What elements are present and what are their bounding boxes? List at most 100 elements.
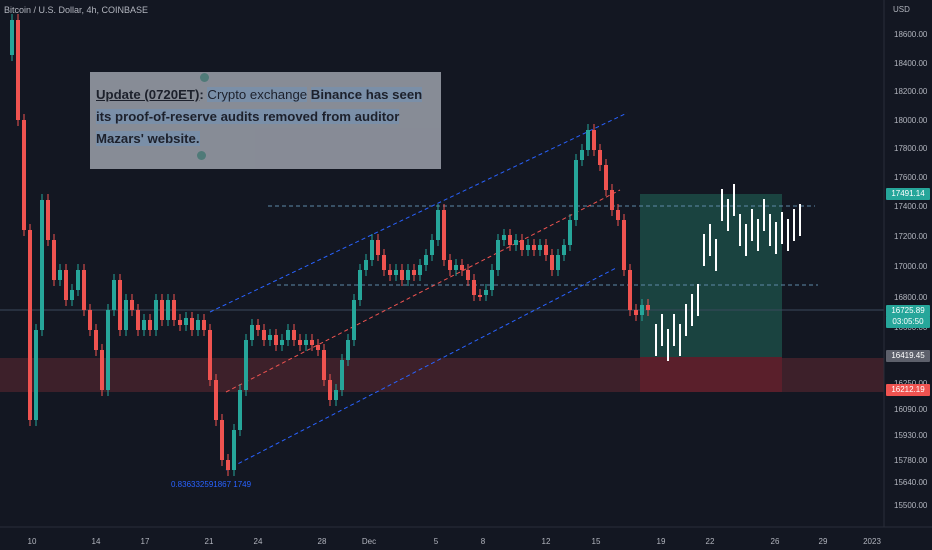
candle-body bbox=[598, 150, 602, 165]
candle-body bbox=[502, 235, 506, 240]
candle-body bbox=[52, 240, 56, 280]
candle-body bbox=[112, 280, 116, 310]
candle-body bbox=[244, 340, 248, 390]
candle-body bbox=[250, 325, 254, 340]
candle-body bbox=[484, 290, 488, 295]
candle-body bbox=[460, 265, 464, 270]
candle-body bbox=[532, 245, 536, 250]
price-axis-label: 18200.00 bbox=[894, 87, 928, 96]
candle-body bbox=[10, 20, 14, 55]
price-axis-label: 16250.00 bbox=[894, 379, 927, 388]
candle-body bbox=[640, 305, 644, 315]
candle-body bbox=[202, 320, 206, 330]
time-axis-label: 22 bbox=[705, 537, 715, 546]
candle-body bbox=[622, 220, 626, 270]
time-axis-label: 29 bbox=[818, 537, 828, 546]
price-axis-label: 17600.00 bbox=[894, 173, 928, 182]
candle-body bbox=[454, 265, 458, 270]
candle-body bbox=[310, 340, 314, 345]
candle-body bbox=[628, 270, 632, 310]
time-axis-label: 24 bbox=[253, 537, 263, 546]
candle-body bbox=[346, 340, 350, 360]
candle-body bbox=[166, 300, 170, 320]
candle-body bbox=[334, 390, 338, 400]
candle-body bbox=[304, 340, 308, 345]
countdown-tag: 03:05:50 bbox=[886, 316, 930, 328]
candle-body bbox=[172, 300, 176, 320]
candle-body bbox=[268, 335, 272, 340]
price-axis-label: 15930.00 bbox=[894, 431, 928, 440]
candle-body bbox=[94, 330, 98, 350]
time-axis-label: 21 bbox=[204, 537, 214, 546]
candle-body bbox=[154, 300, 158, 330]
current-price-tag: 16725.89 bbox=[886, 305, 930, 317]
candle-body bbox=[58, 270, 62, 280]
candle-body bbox=[358, 270, 362, 300]
time-axis-label: 10 bbox=[27, 537, 37, 546]
candle-body bbox=[508, 235, 512, 245]
candle-body bbox=[568, 220, 572, 245]
candle-body bbox=[22, 120, 26, 230]
price-axis-label: 17800.00 bbox=[894, 144, 928, 153]
candle-body bbox=[394, 270, 398, 275]
candle-body bbox=[82, 270, 86, 310]
candle-body bbox=[430, 240, 434, 255]
candle-body bbox=[370, 240, 374, 260]
candle-body bbox=[178, 320, 182, 325]
text-annotation[interactable]: Update (0720ET): Crypto exchange Binance… bbox=[90, 72, 441, 169]
candle-body bbox=[136, 310, 140, 330]
stop-price-tag: 16212.19 bbox=[886, 384, 930, 396]
candle-body bbox=[556, 255, 560, 270]
time-axis-label: 5 bbox=[433, 537, 439, 546]
candle-body bbox=[316, 345, 320, 350]
target-price-tag: 17491.14 bbox=[886, 188, 930, 200]
annotation-plain: Crypto exchange bbox=[207, 87, 308, 102]
candle-body bbox=[238, 390, 242, 430]
price-axis-label: 17000.00 bbox=[894, 262, 928, 271]
candle-body bbox=[226, 460, 230, 470]
candle-body bbox=[196, 320, 200, 330]
candle-body bbox=[118, 280, 122, 330]
candle-body bbox=[322, 350, 326, 380]
price-axis-label: 18400.00 bbox=[894, 59, 928, 68]
annotation-line-2: its proof-of-reserve audits removed from… bbox=[96, 109, 400, 124]
candle-body bbox=[208, 330, 212, 380]
candle-body bbox=[232, 430, 236, 470]
candle-body bbox=[280, 340, 284, 345]
candle-body bbox=[418, 265, 422, 275]
candle-body bbox=[382, 255, 386, 270]
candle-body bbox=[592, 130, 596, 150]
candle-body bbox=[340, 360, 344, 390]
candle-body bbox=[256, 325, 260, 330]
time-axis-label: Dec bbox=[361, 537, 377, 546]
currency-label: USD bbox=[893, 5, 910, 14]
price-axis-label: 17200.00 bbox=[894, 232, 928, 241]
time-axis-label: 15 bbox=[591, 537, 601, 546]
candle-body bbox=[400, 270, 404, 280]
time-axis-label: 17 bbox=[140, 537, 150, 546]
candle-body bbox=[46, 200, 50, 240]
candle-body bbox=[388, 270, 392, 275]
loss-zone bbox=[640, 357, 782, 392]
time-axis-label: 2023 bbox=[863, 537, 881, 546]
candle-body bbox=[634, 310, 638, 315]
annotation-handle-bottom[interactable] bbox=[197, 151, 206, 160]
candle-body bbox=[286, 330, 290, 340]
candle-body bbox=[490, 270, 494, 290]
candle-body bbox=[472, 280, 476, 295]
candle-body bbox=[274, 335, 278, 345]
candle-body bbox=[106, 310, 110, 390]
candle-body bbox=[538, 245, 542, 250]
time-axis-label: 12 bbox=[541, 537, 551, 546]
candle-body bbox=[64, 270, 68, 300]
candle-body bbox=[544, 245, 548, 255]
candle-body bbox=[160, 300, 164, 320]
time-axis-label: 19 bbox=[656, 537, 666, 546]
candle-body bbox=[190, 318, 194, 330]
annotation-handle-top[interactable] bbox=[200, 73, 209, 82]
price-axis-label: 16800.00 bbox=[894, 293, 928, 302]
candle-body bbox=[34, 330, 38, 420]
candle-body bbox=[376, 240, 380, 255]
candle-body bbox=[562, 245, 566, 255]
